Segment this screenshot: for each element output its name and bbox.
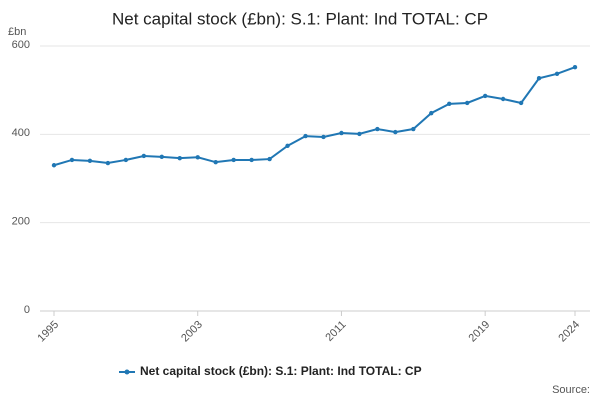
point	[285, 143, 290, 149]
point	[518, 100, 524, 106]
point	[51, 163, 57, 168]
point	[536, 76, 542, 81]
y-axis-label: £bn	[8, 26, 26, 38]
point	[572, 65, 578, 70]
point	[447, 101, 452, 107]
point	[249, 157, 254, 163]
point	[411, 126, 416, 132]
point	[195, 155, 200, 160]
point	[213, 159, 218, 165]
point	[339, 130, 344, 136]
point	[159, 154, 164, 160]
point	[321, 134, 326, 140]
point	[429, 110, 434, 116]
x-tick-label: 1995	[35, 319, 61, 345]
source: Source:	[552, 384, 590, 396]
point	[267, 156, 272, 162]
point	[87, 158, 93, 164]
point	[123, 157, 129, 163]
x-tick-label: 2011	[323, 319, 348, 344]
line	[53, 66, 576, 167]
chart-title: Net capital stock (£bn): S.1: Plant: Ind…	[112, 9, 488, 28]
point	[482, 93, 488, 99]
point	[393, 129, 398, 135]
point	[177, 155, 182, 161]
x-tick-label: 2019	[467, 319, 493, 345]
y-tick-label: 200	[12, 216, 30, 228]
point	[554, 71, 560, 77]
point	[357, 131, 362, 137]
y-tick-label: 600	[12, 39, 30, 51]
y-tick-label: 0	[24, 304, 30, 316]
legend-marker	[124, 369, 130, 375]
x-tick-label: 2024	[556, 319, 582, 345]
point	[465, 100, 470, 106]
point	[141, 153, 147, 159]
x-tick-label: 2003	[179, 319, 205, 345]
point	[231, 157, 236, 163]
point	[500, 96, 506, 102]
legend-label: Net capital stock (£bn): S.1: Plant: Ind…	[140, 364, 422, 378]
point	[375, 126, 380, 132]
y-tick-label: 400	[12, 127, 30, 139]
point	[69, 157, 75, 163]
point	[105, 160, 111, 166]
point	[303, 133, 308, 139]
